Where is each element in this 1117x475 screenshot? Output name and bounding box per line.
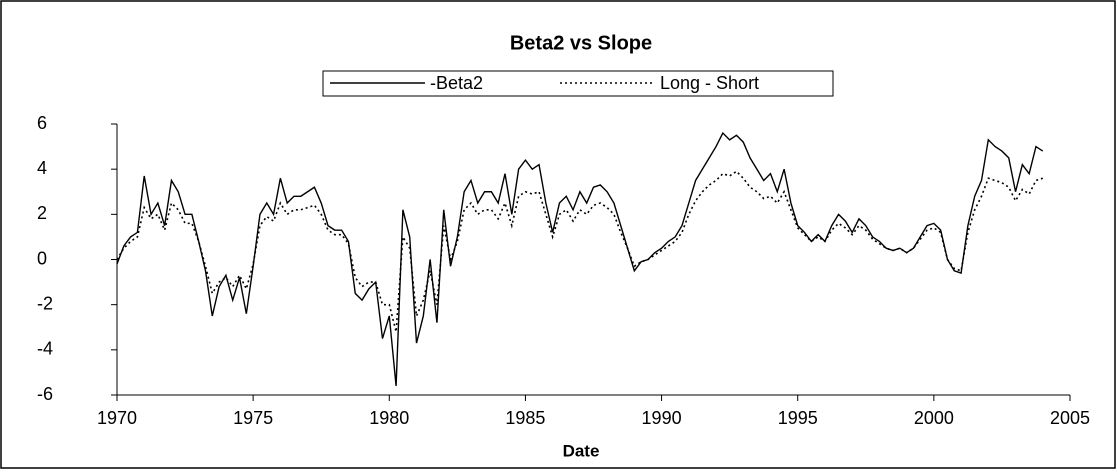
legend-label: Long - Short xyxy=(660,73,759,93)
y-tick-label: 2 xyxy=(37,203,47,223)
series-line xyxy=(116,170,1044,332)
x-axis-label: Date xyxy=(563,441,600,460)
x-tick-label: 1985 xyxy=(505,408,545,428)
legend-label: -Beta2 xyxy=(430,73,483,93)
x-tick-label: 2005 xyxy=(1050,408,1090,428)
chart-title: Beta2 vs Slope xyxy=(510,32,652,54)
x-tick-label: 1995 xyxy=(778,408,818,428)
x-tick-label: 2000 xyxy=(914,408,954,428)
x-tick-label: 1990 xyxy=(642,408,682,428)
y-tick-label: -4 xyxy=(37,339,53,359)
x-tick-label: 1980 xyxy=(369,408,409,428)
x-tick-label: 1975 xyxy=(233,408,273,428)
y-tick-label: -6 xyxy=(37,384,53,404)
y-tick-label: 6 xyxy=(37,113,47,133)
x-tick-label: 1970 xyxy=(97,408,137,428)
y-tick-label: -2 xyxy=(37,293,53,313)
y-tick-label: 0 xyxy=(37,248,47,268)
y-tick-label: 4 xyxy=(37,158,47,178)
